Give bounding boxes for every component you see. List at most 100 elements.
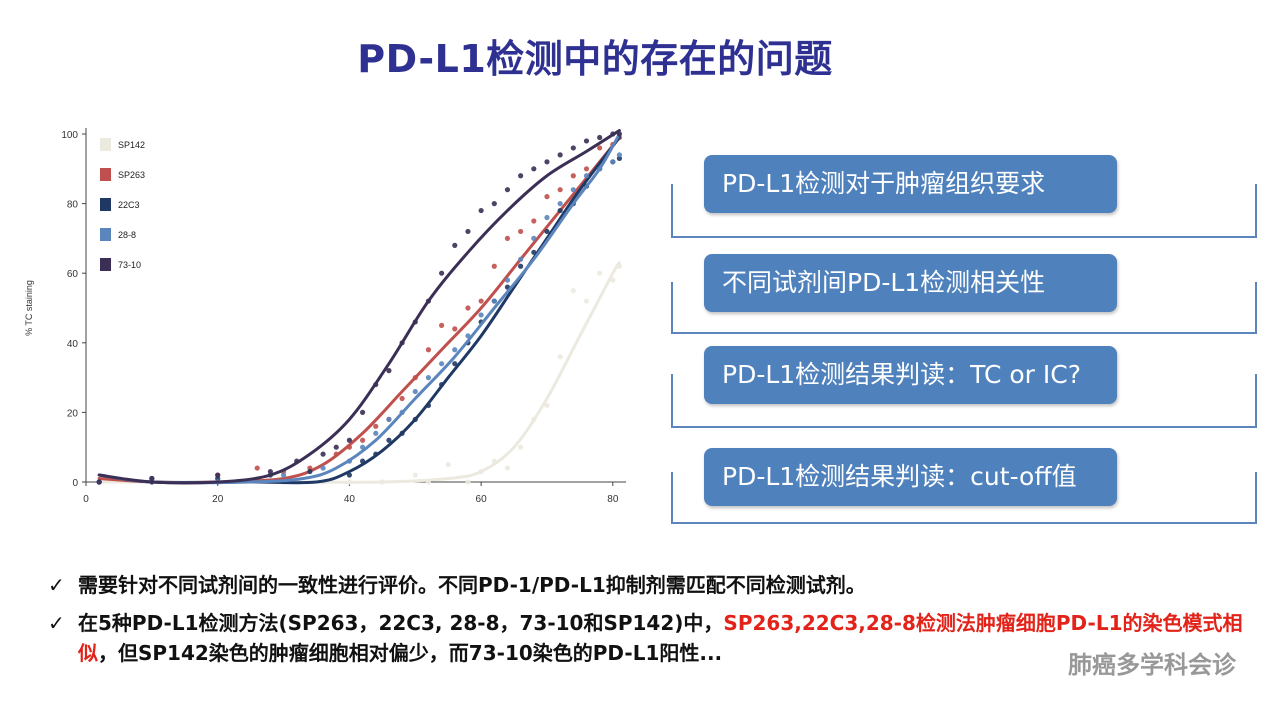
point-28-8 (583, 173, 590, 179)
point-73-10 (570, 145, 576, 151)
point-73-10 (346, 437, 353, 443)
point-73-10 (465, 228, 471, 235)
legend-swatch-sp263 (100, 168, 111, 181)
fit-line-73-10 (97, 129, 621, 485)
y-tick-label: 80 (67, 200, 79, 211)
point-73-10 (333, 444, 339, 450)
point-73-10 (597, 134, 603, 141)
legend-label-28-8: 28-8 (118, 230, 136, 240)
check-icon: ✓ (48, 611, 65, 635)
y-tick-label: 100 (61, 130, 78, 141)
point-73-10 (452, 242, 458, 248)
point-73-10 (215, 472, 221, 478)
point-73-10 (96, 479, 102, 485)
point-22c3 (544, 228, 550, 235)
point-sp263 (478, 298, 484, 304)
point-28-8 (570, 187, 576, 193)
point-73-10 (504, 187, 511, 193)
point-sp142 (544, 402, 550, 409)
point-sp142 (504, 465, 511, 471)
point-sp263 (583, 166, 590, 172)
point-73-10 (531, 166, 537, 172)
legend-swatch-28-8 (100, 228, 111, 241)
point-28-8 (544, 214, 550, 221)
point-28-8 (557, 201, 563, 207)
point-28-8 (478, 312, 484, 318)
point-73-10 (583, 138, 590, 144)
point-28-8 (504, 277, 511, 283)
point-sp263 (425, 347, 432, 353)
x-tick-label: 40 (344, 494, 356, 505)
point-73-10 (439, 270, 445, 276)
point-28-8 (491, 298, 497, 304)
point-sp142 (583, 298, 590, 304)
check-icon: ✓ (48, 573, 65, 597)
x-tick-label: 80 (607, 494, 619, 505)
bullet-text-pre: 在5种PD-L1检测方法(SP263，22C3, 28-8，73-10和SP14… (78, 611, 724, 635)
point-sp263 (504, 235, 511, 241)
legend-swatch-22c3 (100, 198, 111, 211)
point-28-8 (280, 472, 287, 478)
point-sp263 (557, 187, 563, 193)
point-28-8 (518, 256, 524, 262)
tc-staining-chart: 0 20 40 60 80 100 0 20 40 60 80 % TC staining SP142 S… (24, 128, 626, 505)
bullet-item-2: ✓ 在5种PD-L1检测方法(SP263，22C3, 28-8，73-10和SP… (48, 608, 1248, 668)
fit-line-22c3 (97, 135, 621, 485)
legend-label-22c3: 22C3 (118, 200, 140, 210)
point-73-10 (478, 207, 484, 214)
point-sp263 (399, 395, 405, 402)
point-22c3 (557, 207, 563, 214)
point-22c3 (518, 263, 524, 269)
point-sp142 (518, 444, 524, 450)
point-sp263 (452, 326, 458, 332)
point-sp142 (465, 479, 471, 485)
point-73-10 (267, 468, 273, 475)
pill-reagent-correlation: 不同试剂间PD-L1检测相关性 (704, 254, 1117, 312)
point-73-10 (491, 201, 497, 207)
point-sp263 (439, 322, 445, 328)
legend-swatch-sp142 (100, 138, 111, 151)
point-28-8 (531, 235, 537, 241)
point-sp142 (412, 472, 418, 478)
point-sp263 (570, 173, 576, 179)
point-sp142 (597, 270, 603, 276)
point-sp142 (557, 354, 563, 360)
x-tick-label: 20 (212, 494, 224, 505)
point-28-8 (320, 465, 326, 471)
point-28-8 (412, 388, 418, 395)
point-22c3 (452, 361, 458, 367)
fit-line-sp263 (97, 135, 621, 484)
point-28-8 (386, 416, 392, 422)
bullet-text-highlight: SP263,22C3,28-8检测法肿瘤细胞PD-L1的染色模式相似 (78, 611, 1243, 665)
point-22c3 (307, 468, 313, 475)
legend-swatch-73-10 (100, 258, 111, 271)
point-73-10 (544, 159, 550, 165)
y-tick-label: 0 (72, 478, 78, 489)
pill-tc-or-ic: PD-L1检测结果判读：TC or IC? (704, 346, 1117, 404)
point-sp263 (491, 263, 497, 269)
point-sp263 (544, 194, 550, 200)
point-73-10 (518, 173, 524, 179)
point-sp263 (359, 437, 366, 443)
point-28-8 (616, 152, 623, 158)
point-28-8 (425, 375, 432, 381)
bullet-list: ✓ 需要针对不同试剂间的一致性进行评价。不同PD-1/PD-L1抑制剂需匹配不同… (48, 570, 1248, 676)
point-28-8 (452, 347, 458, 353)
point-28-8 (610, 159, 616, 165)
x-tick-label: 0 (83, 494, 89, 505)
point-sp263 (518, 228, 524, 235)
pill-cutoff: PD-L1检测结果判读：cut-off值 (704, 448, 1117, 506)
point-73-10 (320, 451, 326, 457)
point-sp263 (531, 218, 537, 224)
point-73-10 (557, 152, 563, 158)
y-tick-label: 40 (67, 339, 79, 350)
x-tick-label: 60 (476, 494, 488, 505)
y-axis-label: % TC staining (24, 280, 34, 336)
bullet-item-1: ✓ 需要针对不同试剂间的一致性进行评价。不同PD-1/PD-L1抑制剂需匹配不同… (48, 570, 1248, 600)
bullet-text-post: ，但SP142染色的肿瘤细胞相对偏少，而73-10染色的PD-L1阳性... (98, 641, 723, 665)
point-sp263 (465, 305, 471, 311)
fit-line-sp142 (97, 261, 621, 484)
point-28-8 (439, 361, 445, 367)
point-sp263 (254, 465, 260, 471)
point-sp142 (445, 462, 451, 468)
